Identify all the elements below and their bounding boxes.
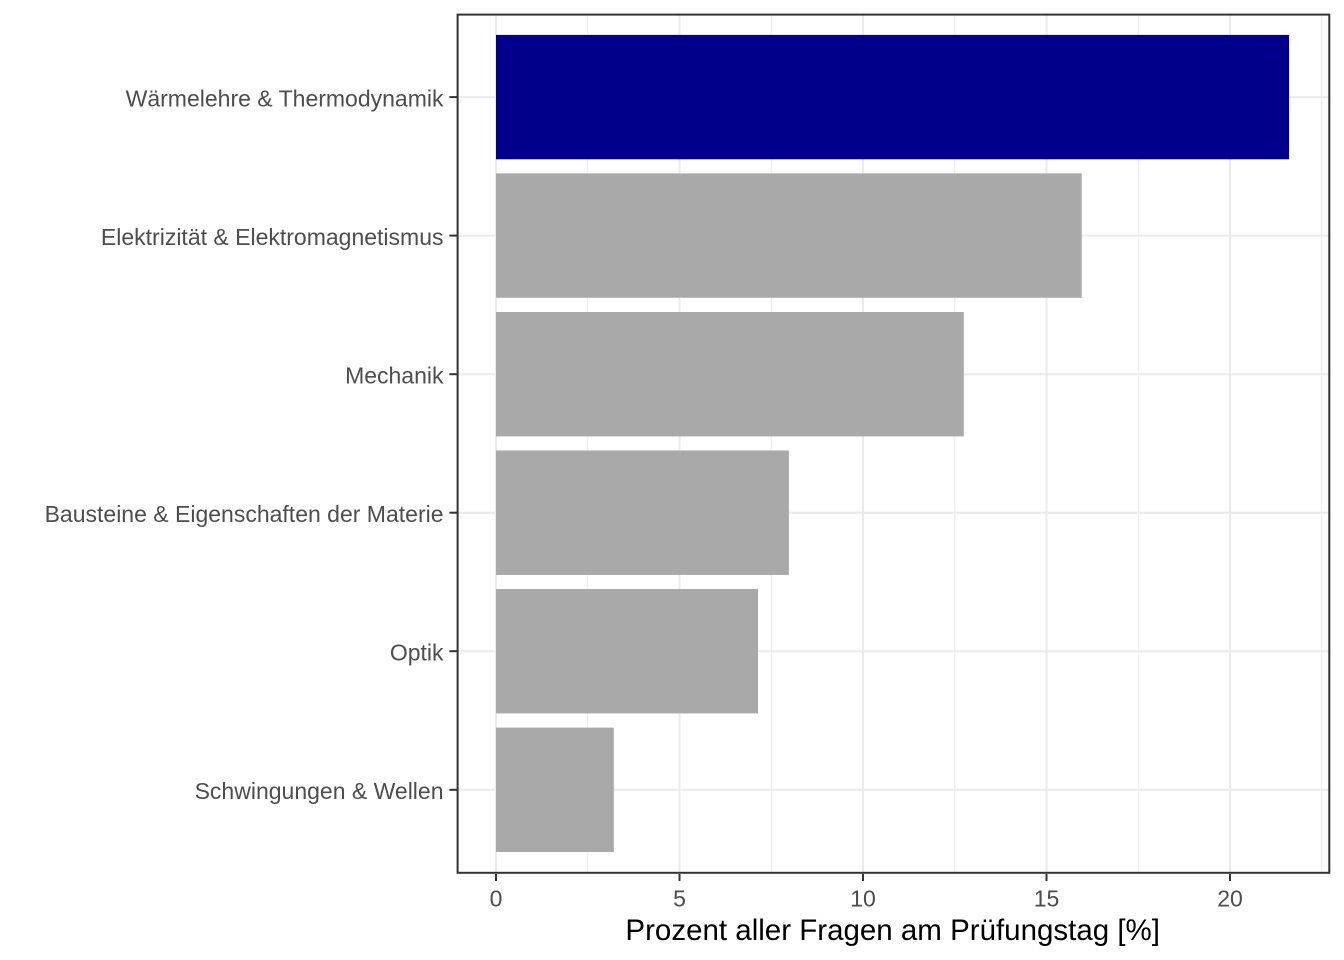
svg-text:15: 15 xyxy=(1034,885,1060,911)
svg-text:Bausteine & Eigenschaften der: Bausteine & Eigenschaften der Materie xyxy=(45,501,444,527)
svg-text:10: 10 xyxy=(850,885,876,911)
svg-text:5: 5 xyxy=(673,885,686,911)
svg-text:Optik: Optik xyxy=(390,640,444,666)
svg-text:20: 20 xyxy=(1217,885,1243,911)
svg-text:Elektrizität & Elektromagnetis: Elektrizität & Elektromagnetismus xyxy=(101,224,444,250)
svg-text:Wärmelehre & Thermodynamik: Wärmelehre & Thermodynamik xyxy=(126,85,444,111)
svg-text:Mechanik: Mechanik xyxy=(345,363,444,389)
svg-text:Prozent aller Fragen am Prüfun: Prozent aller Fragen am Prüfungstag [%] xyxy=(625,914,1160,947)
svg-text:0: 0 xyxy=(490,885,503,911)
svg-text:Schwingungen & Wellen: Schwingungen & Wellen xyxy=(195,778,444,804)
